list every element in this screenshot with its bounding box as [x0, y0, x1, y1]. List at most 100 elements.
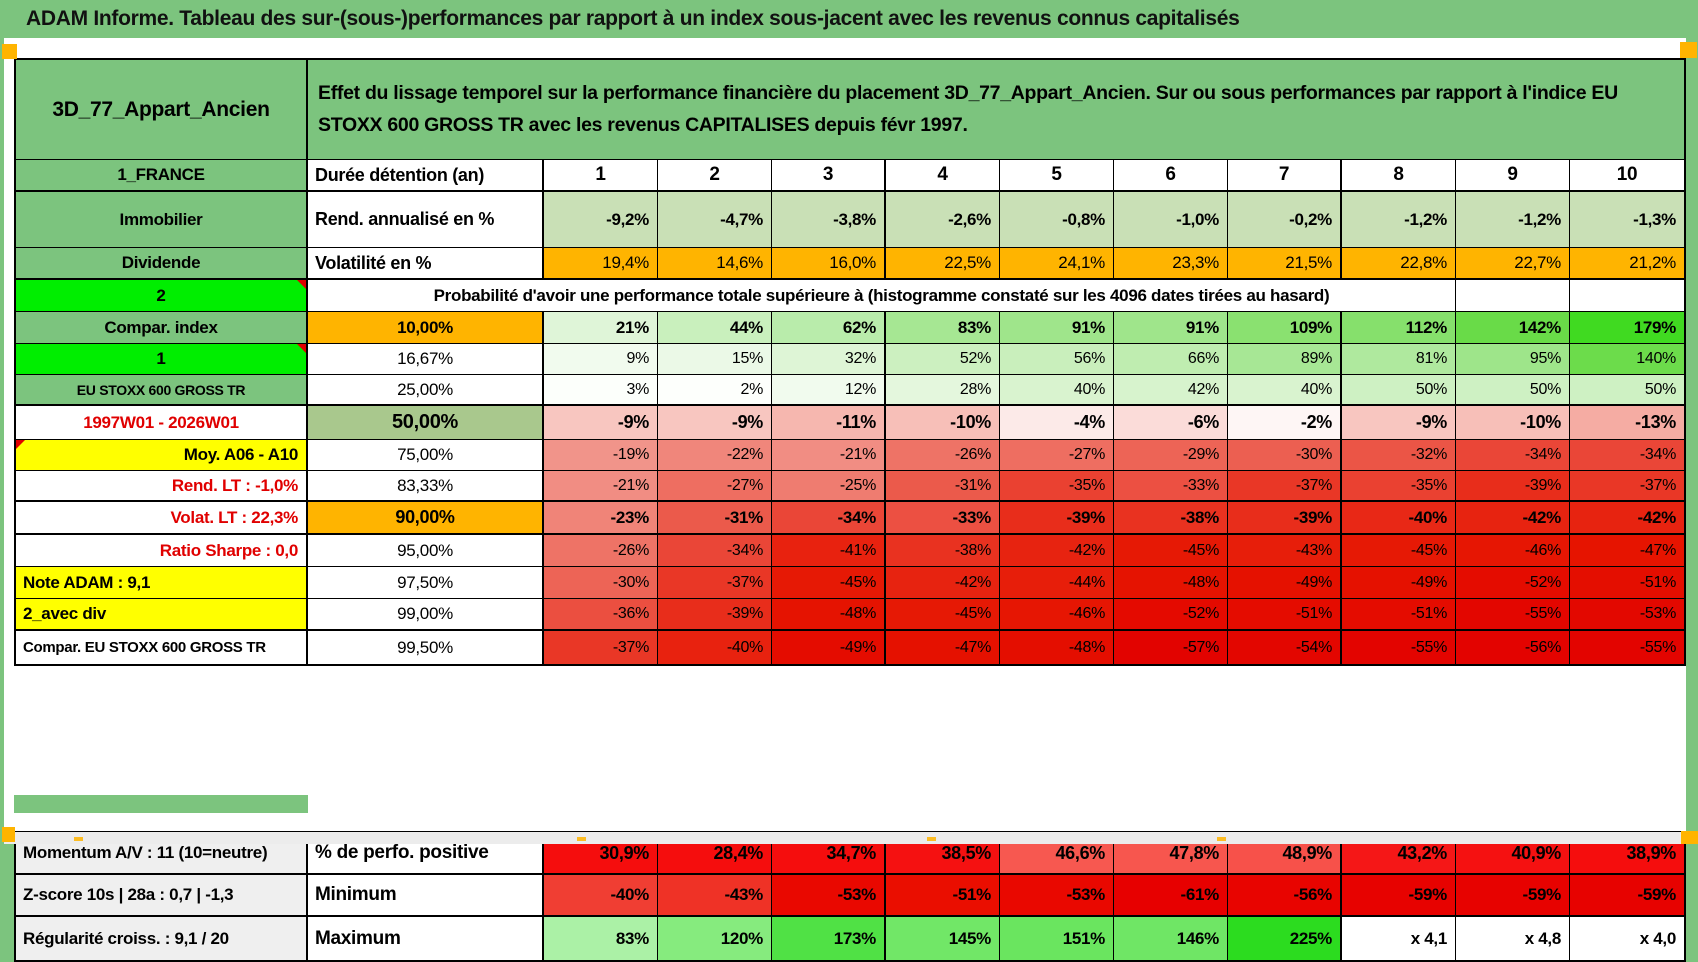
asset-name-cell[interactable]: 3D_77_Appart_Ancien — [16, 60, 308, 159]
data-cell[interactable]: -9% — [658, 406, 772, 439]
data-cell[interactable]: -38% — [886, 535, 1000, 566]
row-label[interactable]: Volat. LT : 22,3% — [16, 502, 308, 533]
data-cell[interactable]: -51% — [1342, 599, 1456, 629]
data-cell[interactable]: 44% — [658, 312, 772, 343]
data-cell[interactable]: 9% — [544, 344, 658, 374]
data-cell[interactable]: -19% — [544, 440, 658, 470]
data-cell[interactable]: 1 — [544, 160, 658, 190]
data-cell[interactable]: -21% — [544, 471, 658, 500]
data-cell[interactable]: x 4,1 — [1342, 917, 1456, 960]
data-cell[interactable]: -25% — [772, 471, 886, 500]
data-cell[interactable]: -42% — [1456, 502, 1570, 533]
data-cell[interactable]: -40% — [658, 631, 772, 664]
data-cell[interactable]: 24,1% — [1000, 248, 1114, 278]
data-cell[interactable]: 23,3% — [1114, 248, 1228, 278]
data-cell[interactable]: -30% — [544, 567, 658, 598]
empty-cell[interactable] — [1456, 280, 1570, 311]
data-cell[interactable]: 2% — [658, 375, 772, 404]
data-cell[interactable]: 3 — [772, 160, 886, 190]
row-label[interactable]: Dividende — [16, 248, 308, 278]
data-cell[interactable]: -56% — [1456, 631, 1570, 664]
row-threshold[interactable]: 10,00% — [308, 312, 544, 343]
data-cell[interactable]: -10% — [1456, 406, 1570, 439]
data-cell[interactable]: -39% — [1000, 502, 1114, 533]
row-threshold[interactable]: Durée détention (an) — [308, 160, 544, 190]
data-cell[interactable]: -39% — [1456, 471, 1570, 500]
data-cell[interactable]: -51% — [1570, 567, 1684, 598]
data-cell[interactable]: -40% — [1342, 502, 1456, 533]
data-cell[interactable]: -44% — [1000, 567, 1114, 598]
data-cell[interactable]: 120% — [658, 917, 772, 960]
data-cell[interactable]: -37% — [658, 567, 772, 598]
row-threshold[interactable]: 75,00% — [308, 440, 544, 470]
data-cell[interactable]: 56% — [1000, 344, 1114, 374]
data-cell[interactable]: 81% — [1342, 344, 1456, 374]
data-cell[interactable]: 9 — [1456, 160, 1570, 190]
data-cell[interactable]: 66% — [1114, 344, 1228, 374]
data-cell[interactable]: 89% — [1228, 344, 1342, 374]
data-cell[interactable]: 145% — [886, 917, 1000, 960]
data-cell[interactable]: 14,6% — [658, 248, 772, 278]
data-cell[interactable]: -42% — [1000, 535, 1114, 566]
data-cell[interactable]: -45% — [886, 599, 1000, 629]
data-cell[interactable]: 3% — [544, 375, 658, 404]
row-threshold[interactable]: Volatilité en % — [308, 248, 544, 278]
data-cell[interactable]: -0,8% — [1000, 192, 1114, 247]
data-cell[interactable]: -49% — [1228, 567, 1342, 598]
data-cell[interactable]: -59% — [1342, 875, 1456, 915]
row-label[interactable]: 2_avec div — [16, 599, 308, 629]
data-cell[interactable]: -39% — [658, 599, 772, 629]
data-cell[interactable]: -55% — [1570, 631, 1684, 664]
row-label[interactable]: Compar. EU STOXX 600 GROSS TR — [16, 631, 308, 664]
data-cell[interactable]: -1,0% — [1114, 192, 1228, 247]
data-cell[interactable]: 151% — [1000, 917, 1114, 960]
data-cell[interactable]: -29% — [1114, 440, 1228, 470]
data-cell[interactable]: 91% — [1114, 312, 1228, 343]
data-cell[interactable]: 10 — [1570, 160, 1684, 190]
data-cell[interactable]: 6 — [1114, 160, 1228, 190]
data-cell[interactable]: -38% — [1114, 502, 1228, 533]
data-cell[interactable]: -10% — [886, 406, 1000, 439]
data-cell[interactable]: 225% — [1228, 917, 1342, 960]
data-cell[interactable]: -33% — [886, 502, 1000, 533]
data-cell[interactable]: -46% — [1456, 535, 1570, 566]
data-cell[interactable]: 83% — [886, 312, 1000, 343]
data-cell[interactable]: -21% — [772, 440, 886, 470]
data-cell[interactable]: 19,4% — [544, 248, 658, 278]
row-label[interactable]: Z-score 10s | 28a : 0,7 | -1,3 — [16, 875, 308, 915]
data-cell[interactable]: -53% — [1000, 875, 1114, 915]
data-cell[interactable]: -3,8% — [772, 192, 886, 247]
data-cell[interactable]: x 4,0 — [1570, 917, 1684, 960]
data-cell[interactable]: 179% — [1570, 312, 1684, 343]
data-cell[interactable]: -22% — [658, 440, 772, 470]
data-cell[interactable]: 95% — [1456, 344, 1570, 374]
data-cell[interactable]: -48% — [1000, 631, 1114, 664]
data-cell[interactable]: 142% — [1456, 312, 1570, 343]
row-threshold[interactable]: Maximum — [308, 917, 544, 960]
data-cell[interactable]: -42% — [886, 567, 1000, 598]
data-cell[interactable]: 40% — [1228, 375, 1342, 404]
data-cell[interactable]: 21% — [544, 312, 658, 343]
data-cell[interactable]: 22,5% — [886, 248, 1000, 278]
data-cell[interactable]: 112% — [1342, 312, 1456, 343]
data-cell[interactable]: -37% — [1228, 471, 1342, 500]
data-cell[interactable]: -31% — [886, 471, 1000, 500]
data-cell[interactable]: -37% — [1570, 471, 1684, 500]
data-cell[interactable]: -34% — [1456, 440, 1570, 470]
row-threshold[interactable]: 99,00% — [308, 599, 544, 629]
data-cell[interactable]: -13% — [1570, 406, 1684, 439]
data-cell[interactable]: x 4,8 — [1456, 917, 1570, 960]
data-cell[interactable]: 50% — [1570, 375, 1684, 404]
data-cell[interactable]: -43% — [658, 875, 772, 915]
data-cell[interactable]: -30% — [1228, 440, 1342, 470]
data-cell[interactable]: -41% — [772, 535, 886, 566]
data-cell[interactable]: -59% — [1570, 875, 1684, 915]
row-threshold[interactable]: Rend. annualisé en % — [308, 192, 544, 247]
data-cell[interactable]: -2,6% — [886, 192, 1000, 247]
empty-cell[interactable] — [1570, 280, 1684, 311]
data-cell[interactable]: -56% — [1228, 875, 1342, 915]
data-cell[interactable]: 12% — [772, 375, 886, 404]
data-cell[interactable]: -26% — [886, 440, 1000, 470]
data-cell[interactable]: -37% — [544, 631, 658, 664]
data-cell[interactable]: 7 — [1228, 160, 1342, 190]
